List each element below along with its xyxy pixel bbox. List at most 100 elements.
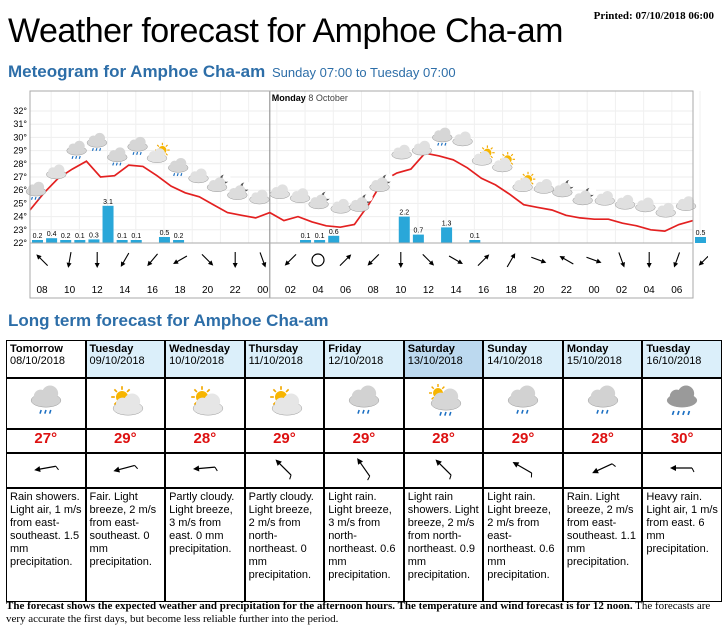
- heavy-rain-icon: [667, 385, 698, 416]
- day-temperature: 30°: [642, 429, 722, 453]
- day-temperature: 28°: [165, 429, 245, 453]
- x-tick-label: 06: [340, 285, 352, 296]
- weather-symbol-icon: [492, 152, 515, 173]
- day-header: Tuesday 09/10/2018: [85, 340, 166, 378]
- sun-cloud-icon: [111, 386, 144, 416]
- long-term-table: Tomorrow 08/10/2018 Tuesday 09/10/2018 Wedne…: [6, 340, 722, 602]
- footer-bold: The forecast shows the expected weather …: [6, 600, 633, 612]
- day-name: Tuesday: [646, 343, 691, 355]
- printed-timestamp: Printed: 07/10/2018 06:00: [593, 10, 714, 22]
- x-tick-label: 12: [423, 285, 435, 296]
- sun-rain-icon: [428, 384, 461, 416]
- weather-symbol-icon: [206, 173, 231, 192]
- day-date: 16/10/2018: [646, 355, 702, 367]
- wind-arrow-icon: [120, 252, 130, 267]
- y-tick-label: 30°: [13, 132, 27, 142]
- rain-cloud-icon: [507, 385, 539, 414]
- weather-symbol-icon: [594, 190, 615, 206]
- precipitation-bar: [116, 240, 128, 243]
- wind-arrow-icon: [673, 252, 681, 268]
- precipitation-label: 0.1: [470, 233, 480, 240]
- weather-symbol-icon: [471, 145, 495, 166]
- precipitation-label: 1.3: [442, 220, 452, 227]
- day-date: 14/10/2018: [487, 355, 543, 367]
- weather-symbol-icon: [533, 179, 554, 194]
- long-term-heading: Long term forecast for Amphoe Cha-am: [8, 311, 329, 330]
- day-date: 11/10/2018: [248, 355, 303, 367]
- weather-symbol-icon: [188, 168, 209, 184]
- day-name: Wednesday: [169, 343, 231, 355]
- weather-symbol-icon: [655, 202, 676, 218]
- x-tick-label: 16: [147, 285, 159, 296]
- day-header: Tuesday 16/10/2018: [642, 340, 722, 378]
- precipitation-label: 0.2: [174, 233, 184, 240]
- precipitation-label: 0.1: [75, 233, 85, 240]
- precipitation-bar: [158, 237, 170, 243]
- x-tick-label: 22: [230, 285, 242, 296]
- wind-arrow-icon: [339, 254, 352, 267]
- wind-arrow-icon: [646, 252, 652, 268]
- x-tick-label: 10: [64, 285, 76, 296]
- day-wind-cell: [85, 453, 166, 488]
- x-tick-label: 14: [119, 285, 131, 296]
- day-header: Sunday 14/10/2018: [483, 340, 563, 378]
- day-name: Tuesday: [89, 343, 134, 355]
- precipitation-bar: [102, 205, 114, 243]
- meteogram-heading: Meteogram for Amphoe Cha-am Sunday 07:00…: [8, 62, 456, 82]
- day-header: Friday 12/10/2018: [324, 340, 404, 378]
- weather-symbol-icon: [369, 173, 394, 192]
- wind-arrow-icon: [66, 252, 72, 268]
- day-date: 10/10/2018: [169, 355, 225, 367]
- day-temperature: 29°: [324, 429, 404, 453]
- x-tick-label: 04: [644, 285, 656, 296]
- page-title: Weather forecast for Amphoe Cha-am: [8, 12, 563, 50]
- wind-arrow-icon: [586, 256, 602, 264]
- wind-arrow-icon: [311, 253, 325, 267]
- x-tick-label: 18: [174, 285, 186, 296]
- day-icon-cell: [165, 378, 245, 429]
- day-wind-cell: [642, 453, 722, 488]
- day-temperature: 28°: [403, 429, 484, 453]
- day-description: Partly cloudy. Light breeze, 2 m/s from …: [244, 488, 325, 602]
- precipitation-label: 0.5: [160, 230, 170, 237]
- precipitation-label: 0.1: [131, 233, 141, 240]
- day-icon-cell: [324, 378, 404, 429]
- day-wind-cell: [483, 453, 563, 488]
- day-name: Friday: [328, 343, 362, 355]
- y-tick-label: 23°: [13, 225, 27, 235]
- day-description: Light rain. Light breeze, 2 m/s from eas…: [483, 488, 563, 602]
- rain-cloud-icon: [348, 385, 380, 414]
- day-description: Partly cloudy. Light breeze, 3 m/s from …: [165, 488, 245, 602]
- precipitation-label: 0.4: [47, 231, 57, 238]
- wind-arrow-icon: [698, 253, 708, 266]
- precipitation-bar: [46, 238, 58, 243]
- day-icon-cell: [85, 378, 166, 429]
- day-name: Tomorrow: [10, 343, 63, 355]
- day-description: Heavy rain. Light air, 1 m/s from east. …: [642, 488, 722, 602]
- day-temperature: 29°: [244, 429, 325, 453]
- weather-symbol-icon: [432, 127, 453, 146]
- weather-symbol-icon: [227, 181, 251, 200]
- precipitation-label: 0.1: [315, 233, 325, 240]
- weather-symbol-icon: [614, 194, 636, 210]
- wind-arrow-icon: [422, 253, 435, 266]
- weather-symbol-icon: [411, 140, 433, 156]
- x-tick-label: 08: [36, 285, 48, 296]
- wind-arrow-icon: [147, 253, 158, 267]
- y-tick-label: 28°: [13, 159, 27, 169]
- day-name: Monday: [566, 343, 609, 355]
- x-tick-label: 10: [395, 285, 407, 296]
- meteogram-border: [29, 90, 694, 299]
- weather-symbol-icon: [391, 144, 412, 160]
- day-date: 08/10/2018: [10, 355, 66, 367]
- precipitation-bar: [32, 240, 43, 243]
- wind-arrow-icon: [201, 253, 214, 266]
- weather-symbol-icon: [349, 193, 373, 212]
- x-tick-label: 18: [506, 285, 518, 296]
- wind-arrow-icon: [259, 252, 267, 268]
- weather-symbol-icon: [66, 140, 87, 159]
- x-tick-label: 20: [533, 285, 545, 296]
- weather-symbol-icon: [127, 136, 148, 156]
- day-date: 09/10/2018: [89, 355, 145, 367]
- rain-cloud-icon: [30, 385, 61, 414]
